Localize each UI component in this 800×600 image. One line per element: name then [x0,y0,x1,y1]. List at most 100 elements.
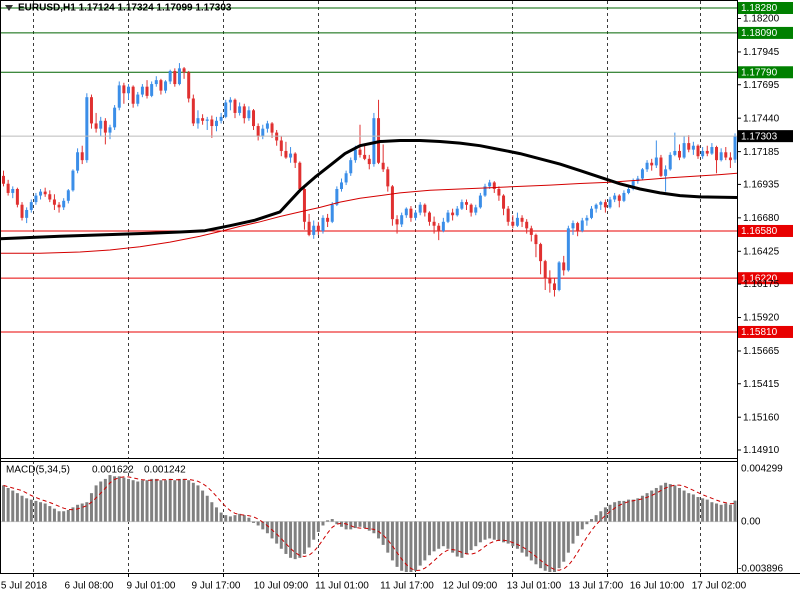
candle [404,207,408,218]
candle-body [478,195,482,208]
candle [358,124,362,158]
macd-histogram-bar [552,521,556,572]
candle-body [687,143,691,150]
candle-body [233,99,237,113]
macd-histogram-bar [321,521,325,526]
candle [460,199,464,210]
macd-histogram-bar [548,521,552,572]
candle-body [307,221,311,235]
macd-histogram-bar [242,515,246,522]
candle [256,123,260,141]
macd-histogram-bar [631,499,635,522]
support-badge [738,272,793,285]
support-badge-label: 1.16580 [741,226,778,237]
macd-histogram-bar [525,521,529,557]
macd-histogram-bar [15,493,19,522]
macd-histogram-bar [214,507,218,522]
macd-histogram-bar [427,521,431,556]
macd-histogram-bar [66,509,70,522]
resistance-badge [738,2,793,14]
macd-histogram-bar [11,490,15,522]
candle [645,160,649,172]
candle [682,136,686,159]
candle-body [557,262,561,290]
macd-histogram-bar [80,503,84,522]
candle-body [451,212,455,216]
candle [131,85,135,108]
macd-histogram-bar [316,521,320,532]
candle-body [659,157,663,176]
macd-histogram-bar [515,521,519,549]
candle-body [427,212,431,222]
candle [57,202,61,213]
candle-body [613,195,617,200]
macd-histogram-bar [330,519,334,522]
candle-body [164,81,168,91]
candle-body [483,186,487,196]
macd-histogram-bar [85,502,89,522]
candle-body [252,110,256,127]
time-axis-label: 11 Jul 01:00 [315,581,369,592]
candle [316,221,320,235]
candle [710,143,714,155]
macd-histogram-bar [228,516,232,522]
macd-histogram-bar [654,487,658,522]
price-axis-label: 1.14910 [743,445,780,456]
candle [571,220,575,235]
macd-histogram-bar [608,504,612,522]
candle-body [302,188,306,222]
candle-body [520,217,524,222]
candle [367,154,371,170]
current-price-badge [738,130,793,143]
candle-body [57,204,61,208]
symbol-dropdown-icon[interactable] [5,5,13,11]
candle-body [358,149,362,155]
candle-body [177,68,181,85]
candle-body [548,278,552,284]
candle-body [150,84,154,96]
macd-histogram-bar [191,482,195,522]
candle-body [247,110,251,119]
macd-histogram-bar [520,521,524,553]
candle [127,84,131,100]
macd-histogram-bar [265,521,269,534]
candle [228,97,232,111]
candle [691,141,695,155]
candle-body [640,169,644,179]
time-axis[interactable]: 5 Jul 2018 6 Jul 08:00 9 Jul 01:00 9 Jul 17… [1,573,747,592]
candle [478,192,482,209]
macd-histogram-bar [284,521,288,554]
candle-body [441,221,445,231]
macd-histogram-bar [187,480,191,522]
candle [94,112,98,133]
macd-histogram-bar [233,515,237,522]
price-axis[interactable]: 1.18280 1.18090 1.17790 1.16580 1.16220 1.158… [737,2,793,456]
candle [71,169,75,192]
price-axis-label: 1.18200 [743,14,780,25]
macd-histogram-bar [687,493,691,522]
macd-histogram-bar [682,490,686,522]
candle-body [339,182,343,189]
candle-body [270,123,274,133]
time-axis-label: 12 Jul 09:00 [443,581,498,592]
candle [427,211,431,226]
candle [201,114,205,125]
macd-histogram-bar [622,500,626,522]
candle [66,188,70,204]
candle [733,133,737,163]
candle [11,186,15,199]
candle [386,166,390,192]
macd-histogram-bar [367,521,371,531]
macd-histogram-bar [409,521,413,572]
candle [168,69,172,85]
candle [446,209,450,224]
macd-histogram-bar [677,487,681,522]
candle [307,213,311,237]
macd-histogram-bar [497,521,501,542]
candle-body [238,106,242,113]
price-axis-label: 1.16175 [743,279,780,290]
macd-histogram-bar [599,511,603,522]
candle [15,187,19,208]
candle-body [437,225,441,231]
